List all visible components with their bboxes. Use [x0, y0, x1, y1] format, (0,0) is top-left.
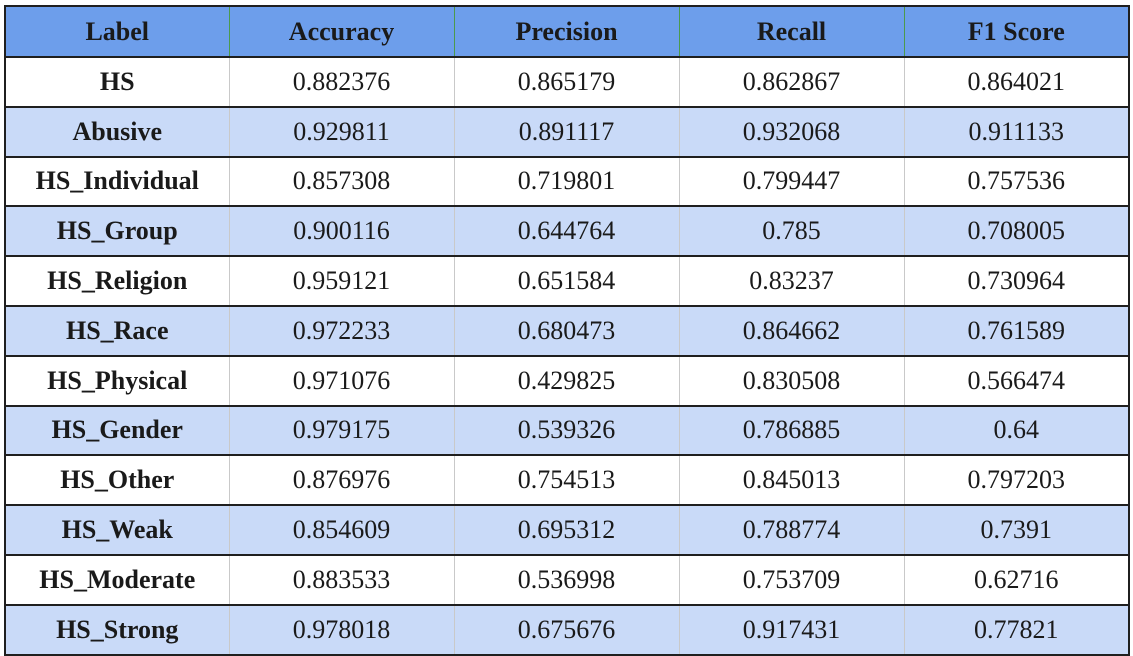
f1-score-cell: 0.77821 — [903, 604, 1130, 656]
table-row: HS_Religion 0.959121 0.651584 0.83237 0.… — [4, 256, 1130, 307]
f1-score-cell: 0.757536 — [903, 156, 1130, 208]
row-label-cell: HS_Strong — [4, 604, 230, 656]
f1-score-cell: 0.566474 — [903, 355, 1130, 407]
recall-cell: 0.83237 — [678, 256, 905, 307]
recall-cell: 0.786885 — [678, 405, 905, 457]
row-label-cell: HS_Gender — [4, 405, 230, 457]
f1-score-cell: 0.797203 — [903, 455, 1130, 507]
accuracy-cell: 0.929811 — [228, 106, 455, 158]
metrics-table-container: Label Accuracy Precision Recall F1 Score… — [4, 5, 1130, 656]
row-label-cell: HS_Physical — [4, 355, 230, 407]
column-header-label: Label — [4, 5, 230, 58]
recall-cell: 0.864662 — [678, 305, 905, 357]
table-row: HS 0.882376 0.865179 0.862867 0.864021 — [4, 57, 1130, 108]
table-row: HS_Group 0.900116 0.644764 0.785 0.70800… — [4, 206, 1130, 258]
precision-cell: 0.865179 — [453, 57, 680, 108]
accuracy-cell: 0.979175 — [228, 405, 455, 457]
table-body: HS 0.882376 0.865179 0.862867 0.864021 A… — [4, 57, 1130, 656]
precision-cell: 0.539326 — [453, 405, 680, 457]
precision-cell: 0.891117 — [453, 106, 680, 158]
row-label-cell: HS_Weak — [4, 505, 230, 556]
accuracy-cell: 0.972233 — [228, 305, 455, 357]
column-header-precision: Precision — [453, 5, 680, 58]
precision-cell: 0.651584 — [453, 256, 680, 307]
recall-cell: 0.788774 — [678, 505, 905, 556]
column-header-accuracy: Accuracy — [228, 5, 455, 58]
table-row: Abusive 0.929811 0.891117 0.932068 0.911… — [4, 106, 1130, 158]
f1-score-cell: 0.64 — [903, 405, 1130, 457]
recall-cell: 0.862867 — [678, 57, 905, 108]
recall-cell: 0.932068 — [678, 106, 905, 158]
recall-cell: 0.845013 — [678, 455, 905, 507]
recall-cell: 0.785 — [678, 206, 905, 258]
row-label-cell: HS_Other — [4, 455, 230, 507]
header-row: Label Accuracy Precision Recall F1 Score — [4, 5, 1130, 58]
precision-cell: 0.429825 — [453, 355, 680, 407]
precision-cell: 0.680473 — [453, 305, 680, 357]
table-header: Label Accuracy Precision Recall F1 Score — [4, 5, 1130, 58]
row-label-cell: HS_Group — [4, 206, 230, 258]
column-header-recall: Recall — [678, 5, 905, 58]
recall-cell: 0.799447 — [678, 156, 905, 208]
accuracy-cell: 0.971076 — [228, 355, 455, 407]
f1-score-cell: 0.761589 — [903, 305, 1130, 357]
table-row: HS_Moderate 0.883533 0.536998 0.753709 0… — [4, 554, 1130, 606]
column-header-f1-score: F1 Score — [903, 5, 1130, 58]
table-row: HS_Physical 0.971076 0.429825 0.830508 0… — [4, 355, 1130, 407]
recall-cell: 0.753709 — [678, 554, 905, 606]
precision-cell: 0.695312 — [453, 505, 680, 556]
table-row: HS_Weak 0.854609 0.695312 0.788774 0.739… — [4, 505, 1130, 556]
table-row: HS_Gender 0.979175 0.539326 0.786885 0.6… — [4, 405, 1130, 457]
f1-score-cell: 0.911133 — [903, 106, 1130, 158]
precision-cell: 0.536998 — [453, 554, 680, 606]
precision-cell: 0.644764 — [453, 206, 680, 258]
table-row: HS_Other 0.876976 0.754513 0.845013 0.79… — [4, 455, 1130, 507]
row-label-cell: HS_Individual — [4, 156, 230, 208]
table-row: HS_Race 0.972233 0.680473 0.864662 0.761… — [4, 305, 1130, 357]
precision-cell: 0.719801 — [453, 156, 680, 208]
accuracy-cell: 0.854609 — [228, 505, 455, 556]
accuracy-cell: 0.857308 — [228, 156, 455, 208]
row-label-cell: HS_Race — [4, 305, 230, 357]
row-label-cell: HS_Moderate — [4, 554, 230, 606]
accuracy-cell: 0.959121 — [228, 256, 455, 307]
f1-score-cell: 0.864021 — [903, 57, 1130, 108]
table-row: HS_Individual 0.857308 0.719801 0.799447… — [4, 156, 1130, 208]
accuracy-cell: 0.882376 — [228, 57, 455, 108]
row-label-cell: HS — [4, 57, 230, 108]
f1-score-cell: 0.730964 — [903, 256, 1130, 307]
accuracy-cell: 0.883533 — [228, 554, 455, 606]
table-row: HS_Strong 0.978018 0.675676 0.917431 0.7… — [4, 604, 1130, 656]
accuracy-cell: 0.900116 — [228, 206, 455, 258]
recall-cell: 0.917431 — [678, 604, 905, 656]
precision-cell: 0.675676 — [453, 604, 680, 656]
metrics-table: Label Accuracy Precision Recall F1 Score… — [4, 5, 1130, 656]
f1-score-cell: 0.708005 — [903, 206, 1130, 258]
f1-score-cell: 0.62716 — [903, 554, 1130, 606]
accuracy-cell: 0.876976 — [228, 455, 455, 507]
accuracy-cell: 0.978018 — [228, 604, 455, 656]
f1-score-cell: 0.7391 — [903, 505, 1130, 556]
row-label-cell: Abusive — [4, 106, 230, 158]
precision-cell: 0.754513 — [453, 455, 680, 507]
row-label-cell: HS_Religion — [4, 256, 230, 307]
recall-cell: 0.830508 — [678, 355, 905, 407]
